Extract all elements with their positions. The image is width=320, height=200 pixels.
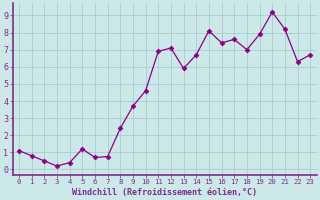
X-axis label: Windchill (Refroidissement éolien,°C): Windchill (Refroidissement éolien,°C)	[72, 188, 257, 197]
